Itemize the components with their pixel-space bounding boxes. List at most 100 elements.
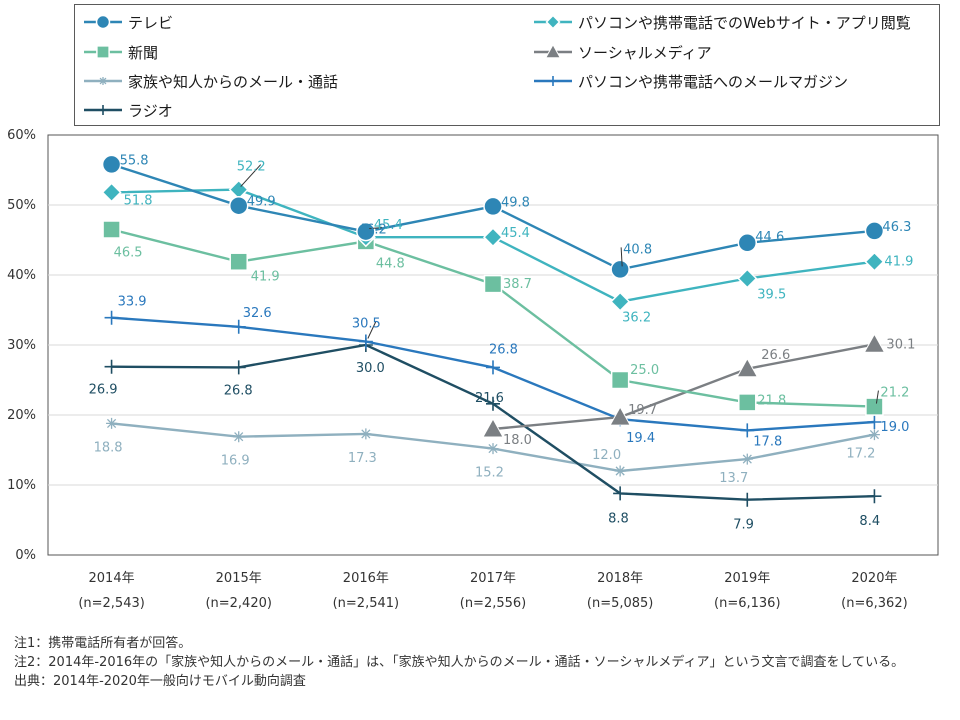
data-label: 44.8 — [376, 256, 405, 271]
star-marker — [233, 431, 245, 443]
data-label: 19.0 — [880, 420, 909, 435]
data-label: 51.8 — [124, 193, 153, 208]
data-label: 30.0 — [356, 361, 385, 376]
y-tick-label: 50% — [7, 198, 36, 213]
leader-line — [620, 247, 623, 267]
circle-marker — [228, 195, 249, 216]
plus-marker — [104, 359, 119, 374]
plus-marker-icon — [84, 104, 122, 116]
note-2: 注2：2014年-2016年の「家族や知人からのメール・通話」は、「家族や知人か… — [14, 655, 905, 670]
legend-item-newspaper: 新聞 — [81, 39, 158, 65]
data-label: 15.2 — [475, 466, 504, 481]
star-marker — [99, 77, 107, 85]
data-label: 26.8 — [489, 342, 518, 357]
diamond-marker — [101, 182, 122, 203]
y-tick-label: 10% — [7, 478, 36, 493]
data-label: 19.4 — [626, 431, 655, 446]
series-2 — [102, 220, 884, 416]
x-tick-sublabel: (n=2,556) — [460, 596, 527, 611]
data-label: 44.6 — [755, 230, 784, 245]
data-label: 26.6 — [761, 348, 790, 363]
legend-label: ラジオ — [128, 101, 173, 120]
circle-marker-icon — [84, 14, 122, 30]
data-label: 19.7 — [628, 403, 657, 418]
y-tick-label: 60% — [7, 128, 36, 143]
triangle-marker — [736, 357, 759, 378]
plus-marker — [547, 75, 559, 87]
x-tick-label: 2017年 — [470, 571, 516, 586]
x-tick-sublabel: (n=2,420) — [205, 596, 272, 611]
leader-line — [875, 390, 879, 404]
star-marker — [741, 453, 753, 465]
leader-line — [240, 164, 262, 187]
data-label: 17.2 — [846, 447, 875, 462]
plus-marker — [97, 104, 109, 116]
star-marker — [106, 417, 118, 429]
triangle-marker — [544, 43, 562, 59]
data-label: 16.9 — [221, 454, 250, 469]
data-label: 45.4 — [374, 218, 403, 233]
legend-label: テレビ — [128, 13, 174, 32]
plus-marker — [486, 396, 500, 411]
data-label: 39.5 — [757, 288, 786, 303]
leader-line — [367, 227, 382, 230]
series-4 — [106, 417, 880, 477]
data-label: 21.6 — [475, 391, 504, 406]
data-label: 49.8 — [501, 195, 530, 210]
series-line — [111, 163, 875, 271]
x-tick-label: 2014年 — [89, 571, 135, 586]
square-marker — [96, 45, 110, 59]
triangle-marker — [863, 333, 886, 353]
circle-marker — [483, 196, 503, 217]
x-tick-label: 2016年 — [343, 571, 389, 586]
plus-marker — [613, 486, 628, 501]
diamond-marker — [228, 179, 249, 200]
triangle-marker-icon — [534, 43, 572, 59]
legend-item-family-mail: 家族や知人からのメール・通話 — [81, 68, 338, 94]
x-tick-sublabel: (n=2,541) — [333, 596, 400, 611]
plus-marker — [740, 423, 755, 438]
x-tick-sublabel: (n=6,136) — [714, 596, 781, 611]
square-marker — [738, 393, 757, 412]
star-marker-icon — [84, 77, 122, 85]
data-label: 8.4 — [859, 514, 880, 529]
series-6 — [104, 338, 882, 507]
data-label: 46.5 — [114, 246, 143, 261]
data-label: 17.8 — [753, 434, 782, 449]
data-label: 18.8 — [94, 440, 123, 455]
series-0 — [101, 154, 885, 280]
y-tick-label: 20% — [7, 408, 36, 423]
square-marker — [865, 397, 884, 416]
data-labels: 18.8 16.9 17.3 15.2 12.0 13.7 17.2 26.9 26.8 30.0… — [89, 153, 916, 532]
legend-label: ソーシャルメディア — [578, 43, 712, 62]
triangle-marker — [482, 417, 504, 438]
series-lines — [101, 154, 886, 507]
data-label: 46.2 — [358, 223, 387, 238]
circle-marker — [610, 259, 630, 280]
note-1: 注1：携帯電話所有者が回答。 — [14, 636, 192, 651]
diamond-marker — [482, 227, 504, 248]
triangle-marker — [609, 406, 631, 426]
gridlines — [47, 134, 939, 556]
data-label: 32.6 — [243, 306, 272, 321]
y-tick-label: 0% — [15, 548, 36, 563]
x-tick-label: 2018年 — [597, 571, 643, 586]
legend-item-social: ソーシャルメディア — [531, 39, 712, 65]
data-label: 12.0 — [592, 448, 621, 463]
plus-marker — [867, 415, 882, 429]
legend-item-mail-magazine: パソコンや携帯電話へのメールマガジン — [531, 68, 848, 94]
legend-item-web: パソコンや携帯電話でのWebサイト・アプリ閲覧 — [531, 9, 911, 35]
data-label: 26.8 — [224, 383, 253, 398]
star-marker — [614, 465, 626, 477]
circle-marker — [356, 221, 376, 242]
data-label: 25.0 — [630, 363, 659, 378]
data-label: 41.9 — [884, 255, 913, 270]
data-label: 46.3 — [882, 220, 911, 235]
legend-label: 新聞 — [128, 43, 159, 62]
star-marker — [360, 428, 372, 440]
x-tick-sublabel: (n=5,085) — [587, 596, 654, 611]
data-label: 13.7 — [719, 471, 748, 486]
data-label: 30.5 — [352, 317, 381, 332]
y-tick-label: 30% — [7, 338, 36, 353]
